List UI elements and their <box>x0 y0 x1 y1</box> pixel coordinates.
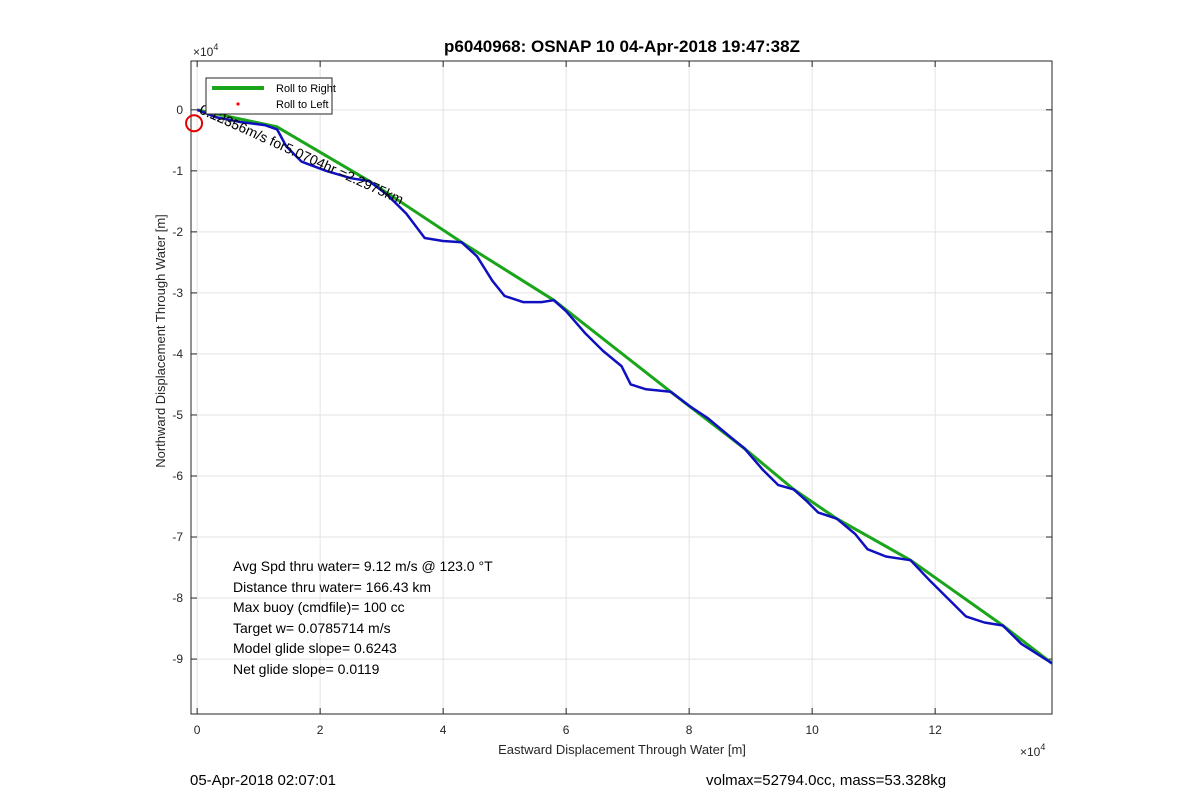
legend-label-roll-to-left: Roll to Left <box>276 99 329 111</box>
stat-max-buoy: Max buoy (cmdfile)= 100 cc <box>233 599 405 615</box>
y-tick-label: -3 <box>172 286 183 300</box>
x-tick-label: 6 <box>563 723 570 737</box>
plot-area <box>190 60 1053 715</box>
y-tick-label: -1 <box>172 164 183 178</box>
axis-ticks: 0 2 4 6 8 10 12 0 -1 -2 -3 -4 -5 -6 -7 -8 -9 <box>172 61 1052 737</box>
stat-avg-speed: Avg Spd thru water= 9.12 m/s @ 123.0 °T <box>233 558 493 574</box>
series-line-0 <box>196 108 1053 665</box>
start-position-marker <box>185 114 204 133</box>
stats-block: Avg Spd thru water= 9.12 m/s @ 123.0 °T … <box>233 558 493 677</box>
legend-marker-roll-to-left <box>236 102 240 106</box>
x-tick-label: 0 <box>194 723 201 737</box>
y-tick-label: -5 <box>172 408 183 422</box>
x-tick-label: 10 <box>805 723 819 737</box>
legend-label-roll-to-right: Roll to Right <box>276 83 336 95</box>
y-tick-label: -4 <box>172 347 183 361</box>
x-axis-exponent: ×104 <box>1020 742 1045 759</box>
y-axis-exponent: ×104 <box>193 42 218 59</box>
x-tick-label: 12 <box>928 723 942 737</box>
x-tick-label: 4 <box>440 723 447 737</box>
y-tick-label: 0 <box>176 103 183 117</box>
series-line-1 <box>196 108 1053 665</box>
chart-title: p6040968: OSNAP 10 04-Apr-2018 19:47:38Z <box>444 37 800 56</box>
x-tick-label: 2 <box>317 723 324 737</box>
footer-timestamp: 05-Apr-2018 02:07:01 <box>190 772 336 789</box>
y-axis-label: Northward Displacement Through Water [m] <box>153 214 168 468</box>
y-tick-label: -6 <box>172 469 183 483</box>
legend-box <box>205 77 333 115</box>
x-axis-label: Eastward Displacement Through Water [m] <box>498 742 746 757</box>
x-tick-label: 8 <box>686 723 693 737</box>
stat-net-glide-slope: Net glide slope= 0.0119 <box>233 661 380 677</box>
grid <box>191 61 1052 714</box>
series-layer <box>196 108 1053 665</box>
stat-distance: Distance thru water= 166.43 km <box>233 579 431 595</box>
y-tick-label: -7 <box>172 530 183 544</box>
start-label: 0.12356m/s for5.0704hr =2.2975km <box>197 101 406 207</box>
footer-vehicle-info: volmax=52794.0cc, mass=53.328kg <box>706 772 947 789</box>
legend: Roll to Right Roll to Left <box>205 77 336 115</box>
y-tick-label: -9 <box>172 652 183 666</box>
y-tick-label: -2 <box>172 225 183 239</box>
stat-target-w: Target w= 0.0785714 m/s <box>233 620 391 636</box>
y-tick-label: -8 <box>172 591 183 605</box>
stat-model-glide-slope: Model glide slope= 0.6243 <box>233 640 397 656</box>
